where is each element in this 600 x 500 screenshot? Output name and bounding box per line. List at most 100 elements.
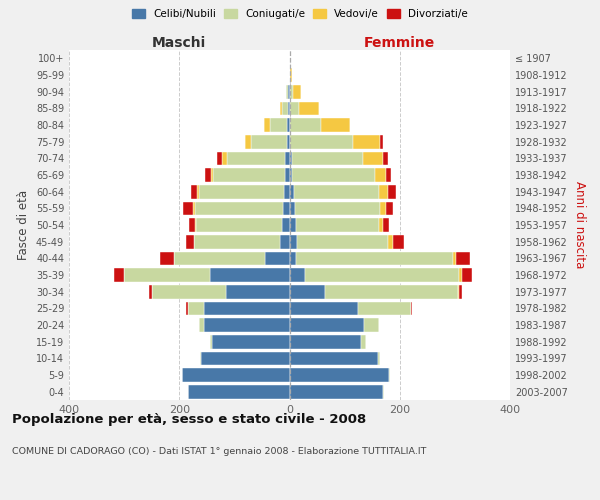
- Bar: [290, 335, 361, 348]
- Bar: [191, 185, 197, 198]
- Bar: [388, 185, 396, 198]
- Bar: [290, 202, 295, 215]
- Bar: [364, 318, 379, 332]
- Bar: [210, 335, 212, 348]
- Bar: [290, 218, 296, 232]
- Bar: [380, 202, 386, 215]
- Bar: [386, 202, 392, 215]
- Bar: [188, 385, 290, 398]
- Bar: [200, 352, 202, 365]
- Bar: [182, 368, 290, 382]
- Bar: [462, 268, 472, 282]
- Bar: [459, 285, 462, 298]
- Bar: [188, 218, 195, 232]
- Bar: [290, 235, 297, 248]
- Bar: [375, 168, 386, 182]
- Bar: [284, 185, 290, 198]
- Bar: [358, 302, 411, 315]
- Text: COMUNE DI CADORAGO (CO) - Dati ISTAT 1° gennaio 2008 - Elaborazione TUTTITALIA.I: COMUNE DI CADORAGO (CO) - Dati ISTAT 1° …: [12, 448, 427, 456]
- Bar: [204, 302, 290, 315]
- Y-axis label: Fasce di età: Fasce di età: [17, 190, 30, 260]
- Bar: [459, 268, 462, 282]
- Bar: [322, 118, 350, 132]
- Bar: [293, 85, 301, 98]
- Bar: [280, 102, 283, 115]
- Bar: [296, 252, 453, 265]
- Bar: [290, 152, 292, 165]
- Bar: [193, 202, 194, 215]
- Text: Femmine: Femmine: [364, 36, 436, 50]
- Bar: [290, 185, 294, 198]
- Bar: [124, 268, 209, 282]
- Bar: [290, 85, 293, 98]
- Bar: [392, 235, 404, 248]
- Bar: [287, 118, 290, 132]
- Bar: [380, 135, 383, 148]
- Text: Maschi: Maschi: [152, 36, 206, 50]
- Bar: [194, 202, 283, 215]
- Bar: [296, 218, 379, 232]
- Bar: [305, 268, 459, 282]
- Bar: [285, 168, 290, 182]
- Bar: [388, 235, 392, 248]
- Bar: [290, 68, 292, 82]
- Bar: [282, 218, 290, 232]
- Bar: [283, 102, 288, 115]
- Bar: [383, 385, 385, 398]
- Bar: [290, 368, 389, 382]
- Bar: [453, 252, 456, 265]
- Bar: [378, 352, 380, 365]
- Bar: [211, 168, 214, 182]
- Bar: [283, 202, 290, 215]
- Bar: [361, 335, 365, 348]
- Bar: [379, 185, 388, 198]
- Bar: [383, 218, 389, 232]
- Bar: [292, 168, 375, 182]
- Bar: [290, 168, 292, 182]
- Bar: [411, 302, 412, 315]
- Bar: [290, 102, 299, 115]
- Text: Popolazione per età, sesso e stato civile - 2008: Popolazione per età, sesso e stato civil…: [12, 412, 366, 426]
- Bar: [183, 202, 193, 215]
- Bar: [294, 185, 379, 198]
- Bar: [187, 302, 188, 315]
- Bar: [149, 285, 152, 298]
- Bar: [290, 318, 364, 332]
- Bar: [194, 235, 280, 248]
- Bar: [364, 152, 383, 165]
- Bar: [197, 185, 199, 198]
- Bar: [152, 285, 226, 298]
- Bar: [280, 235, 290, 248]
- Bar: [290, 385, 383, 398]
- Bar: [209, 268, 290, 282]
- Bar: [199, 318, 204, 332]
- Y-axis label: Anni di nascita: Anni di nascita: [573, 182, 586, 268]
- Bar: [265, 252, 290, 265]
- Bar: [290, 252, 296, 265]
- Bar: [195, 218, 196, 232]
- Bar: [221, 152, 227, 165]
- Bar: [114, 268, 124, 282]
- Bar: [295, 202, 380, 215]
- Bar: [389, 368, 390, 382]
- Bar: [383, 152, 388, 165]
- Bar: [297, 235, 388, 248]
- Bar: [290, 285, 325, 298]
- Bar: [325, 285, 458, 298]
- Bar: [458, 285, 459, 298]
- Bar: [227, 152, 285, 165]
- Bar: [386, 168, 391, 182]
- Bar: [186, 235, 194, 248]
- Bar: [288, 102, 290, 115]
- Bar: [204, 318, 290, 332]
- Bar: [160, 252, 174, 265]
- Legend: Celibi/Nubili, Coniugati/e, Vedovi/e, Divorziati/e: Celibi/Nubili, Coniugati/e, Vedovi/e, Di…: [128, 5, 472, 24]
- Bar: [353, 135, 380, 148]
- Bar: [199, 185, 284, 198]
- Bar: [290, 118, 322, 132]
- Bar: [290, 268, 305, 282]
- Bar: [290, 135, 353, 148]
- Bar: [379, 218, 383, 232]
- Bar: [251, 135, 287, 148]
- Bar: [292, 152, 364, 165]
